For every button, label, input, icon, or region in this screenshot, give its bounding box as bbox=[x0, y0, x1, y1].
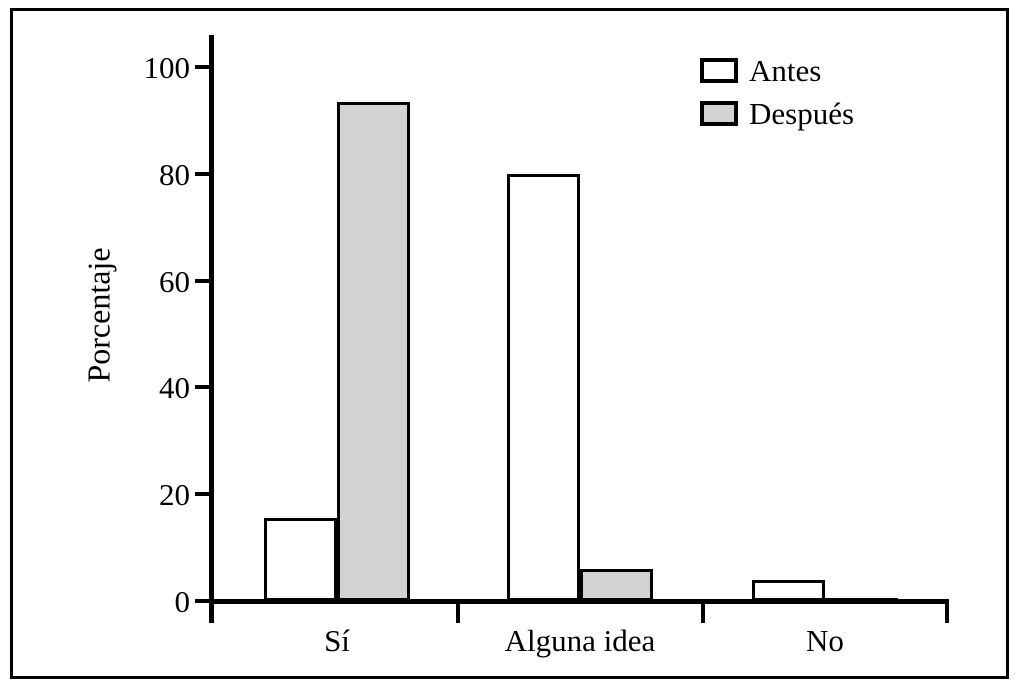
x-tick bbox=[456, 601, 460, 623]
legend: Antes Después bbox=[700, 53, 854, 139]
y-tick-label: 0 bbox=[174, 584, 191, 619]
x-category-label: Alguna idea bbox=[504, 623, 656, 658]
y-axis-line bbox=[209, 35, 214, 623]
x-axis-line bbox=[209, 599, 949, 604]
figure-border bbox=[10, 8, 1009, 679]
y-tick-label: 60 bbox=[159, 263, 190, 299]
y-tick-label: 80 bbox=[159, 156, 190, 192]
y-tick bbox=[195, 65, 212, 69]
legend-label: Antes bbox=[749, 52, 822, 88]
y-tick bbox=[195, 385, 212, 390]
bar-antes-0 bbox=[264, 518, 337, 601]
y-tick-label: 40 bbox=[159, 370, 190, 406]
y-tick bbox=[195, 171, 212, 176]
bar-después-0 bbox=[337, 101, 410, 601]
y-tick-label: 20 bbox=[159, 477, 190, 513]
y-tick bbox=[195, 599, 212, 603]
x-category-label: Sí bbox=[324, 623, 350, 658]
y-tick bbox=[195, 278, 212, 283]
legend-label: Después bbox=[749, 95, 855, 131]
y-tick-label: 100 bbox=[143, 50, 191, 85]
bar-después-2 bbox=[825, 598, 898, 604]
bar-antes-1 bbox=[507, 173, 580, 601]
x-category-label: No bbox=[806, 623, 844, 658]
legend-item-después: Después bbox=[700, 96, 854, 130]
x-tick bbox=[701, 601, 705, 623]
y-tick bbox=[195, 492, 212, 497]
legend-swatch bbox=[700, 100, 738, 126]
bar-después-1 bbox=[580, 568, 653, 601]
legend-swatch bbox=[700, 57, 738, 83]
legend-item-antes: Antes bbox=[700, 53, 854, 87]
x-tick bbox=[945, 601, 949, 623]
bar-antes-2 bbox=[752, 579, 825, 601]
